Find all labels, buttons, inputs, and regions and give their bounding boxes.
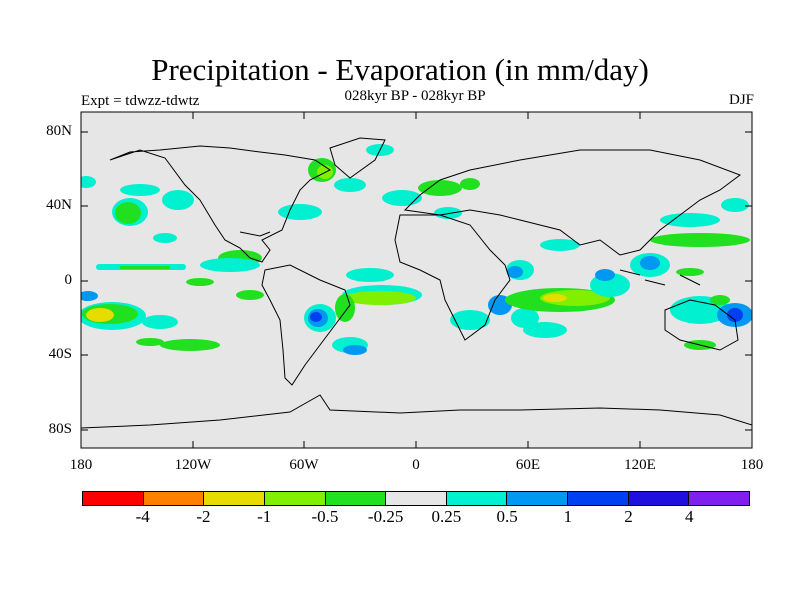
colorbar-label: 0.5 bbox=[496, 507, 518, 526]
colorbar-box-10 bbox=[689, 492, 750, 505]
colorbar-box-4 bbox=[325, 492, 387, 505]
colorbar-box-9 bbox=[628, 492, 690, 505]
colorbar-label: -2 bbox=[196, 507, 211, 526]
colorbar bbox=[82, 491, 750, 506]
lon-label-180e: 180 bbox=[740, 457, 764, 473]
lon-label-120w: 120W bbox=[174, 457, 212, 473]
colorbar-box-1 bbox=[143, 492, 205, 505]
colorbar-label: 0.25 bbox=[431, 507, 462, 526]
lat-label-80s: 80S bbox=[48, 421, 72, 437]
coastlines bbox=[81, 137, 752, 429]
colorbar-label: 2 bbox=[624, 507, 633, 526]
colorbar-label: 4 bbox=[685, 507, 694, 526]
colorbar-label: 1 bbox=[563, 507, 573, 526]
lat-label-80n: 80N bbox=[46, 123, 72, 139]
lon-label-0: 0 bbox=[412, 457, 420, 473]
experiment-label: Expt = tdwzz-tdwtz bbox=[81, 93, 200, 109]
lon-label-60w: 60W bbox=[289, 457, 319, 473]
lon-label-60e: 60E bbox=[515, 457, 541, 473]
colorbar-box-0 bbox=[83, 492, 144, 505]
lat-label-0: 0 bbox=[64, 272, 73, 288]
colorbar-label: -1 bbox=[257, 507, 272, 526]
colorbar-label: -0.5 bbox=[311, 507, 339, 526]
anomaly-field bbox=[81, 144, 752, 355]
colorbar-box-7 bbox=[507, 492, 569, 505]
colorbar-label: -4 bbox=[135, 507, 150, 526]
axis-ticks bbox=[81, 112, 752, 448]
lat-label-40n: 40N bbox=[46, 197, 72, 213]
colorbar-box-6 bbox=[446, 492, 508, 505]
figure-title: Precipitation - Evaporation (in mm/day) bbox=[151, 52, 649, 87]
lon-label-180w: 180 bbox=[69, 457, 93, 473]
figure-subtitle: 028kyr BP - 028kyr BP bbox=[344, 88, 486, 104]
colorbar-box-3 bbox=[264, 492, 326, 505]
colorbar-box-2 bbox=[204, 492, 265, 505]
colorbar-box-5 bbox=[386, 492, 447, 505]
lon-label-120e: 120E bbox=[624, 457, 656, 473]
season-label: DJF bbox=[728, 92, 754, 108]
colorbar-box-8 bbox=[568, 492, 629, 505]
lat-label-40s: 40S bbox=[48, 346, 72, 362]
map-background bbox=[81, 112, 752, 448]
colorbar-label: -0.25 bbox=[367, 507, 404, 526]
